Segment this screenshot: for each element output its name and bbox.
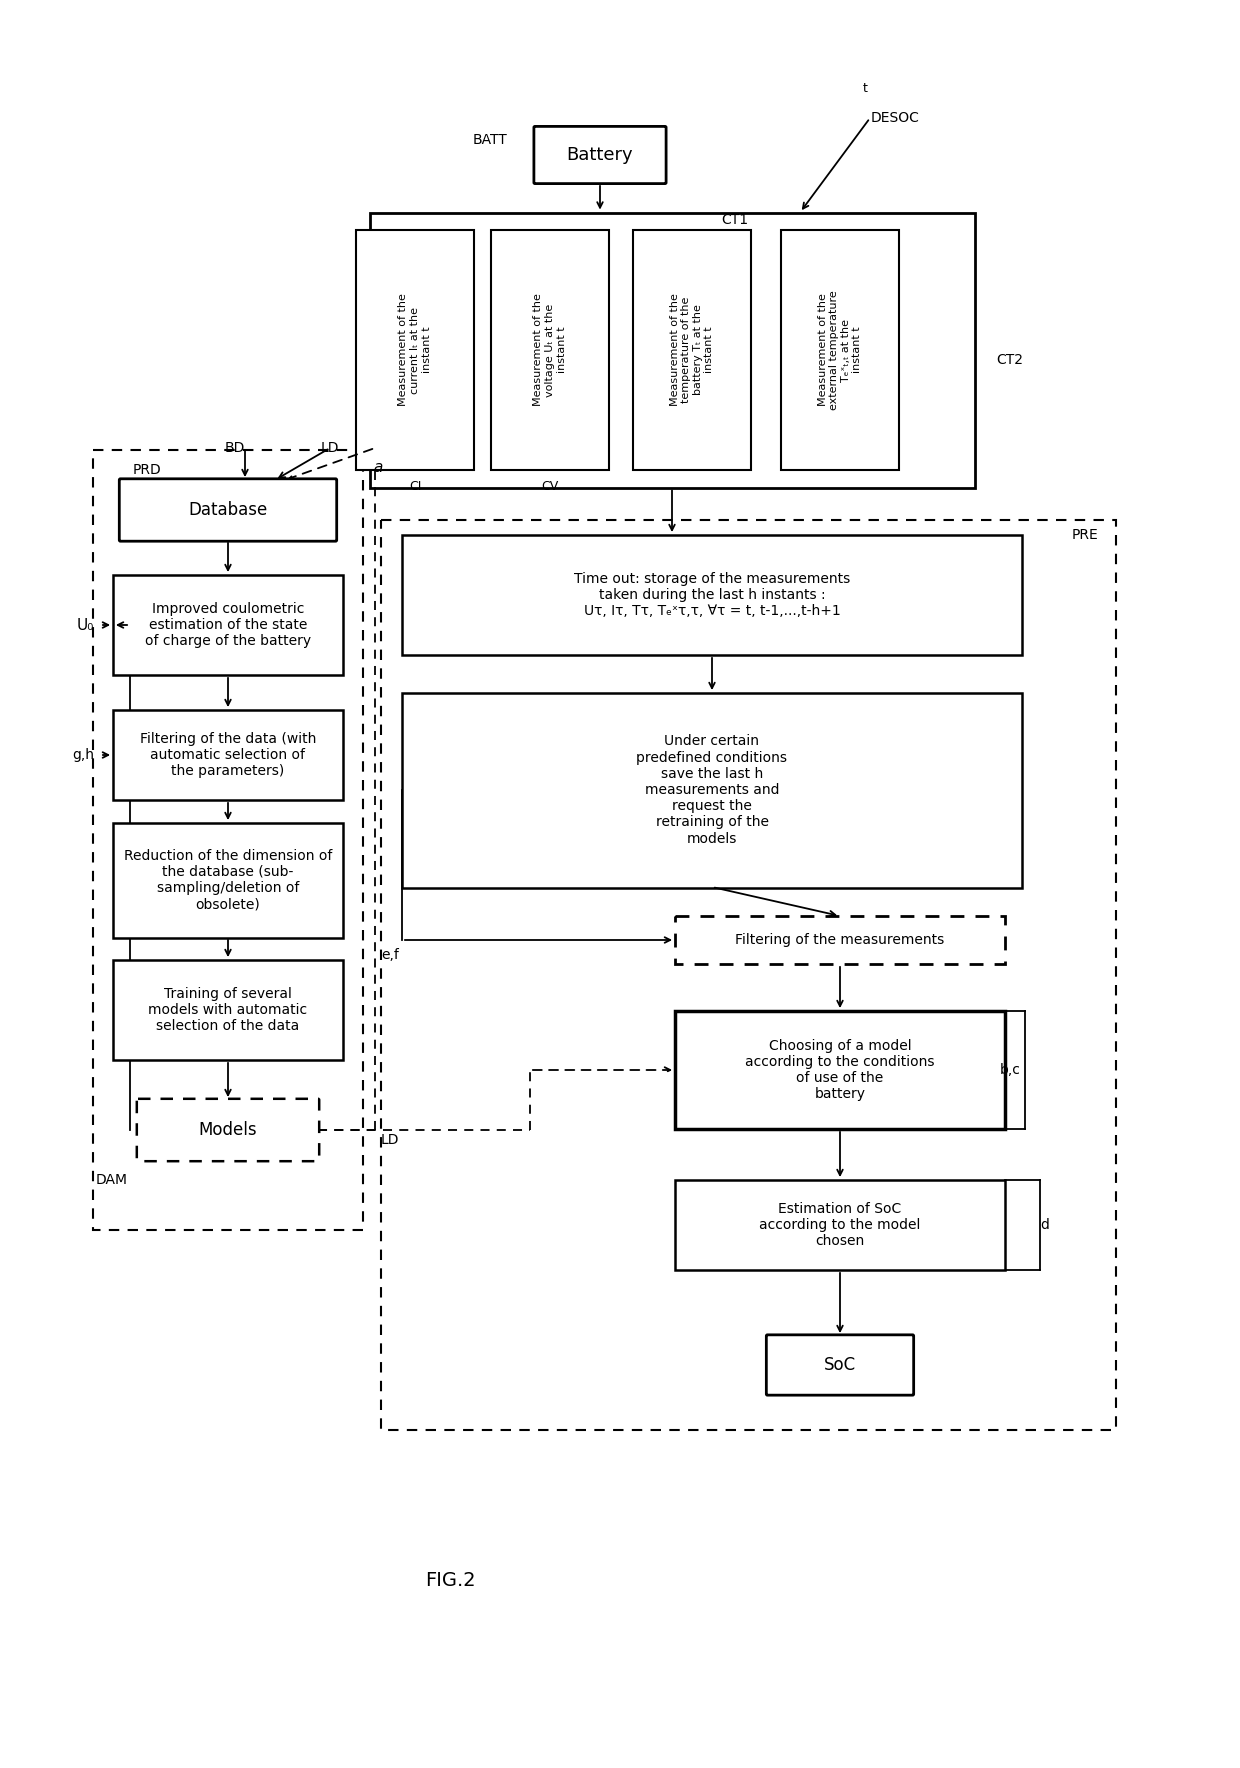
Text: Choosing of a model
according to the conditions
of use of the
battery: Choosing of a model according to the con…	[745, 1038, 935, 1101]
Text: LD: LD	[381, 1133, 399, 1147]
Text: Estimation of SoC
according to the model
chosen: Estimation of SoC according to the model…	[759, 1202, 920, 1248]
Text: Measurement of the
current Iₜ at the
instant t: Measurement of the current Iₜ at the ins…	[398, 293, 432, 407]
Text: Filtering of the measurements: Filtering of the measurements	[735, 934, 945, 948]
Text: b,c: b,c	[999, 1063, 1021, 1077]
Bar	[113, 711, 343, 799]
Text: Database: Database	[188, 500, 268, 520]
Text: Time out: storage of the measurements
taken during the last h instants :
Uτ, Iτ,: Time out: storage of the measurements ta…	[574, 571, 851, 619]
Text: DAM: DAM	[95, 1172, 128, 1186]
FancyBboxPatch shape	[136, 1098, 319, 1162]
Text: Battery: Battery	[567, 147, 634, 164]
Text: t: t	[863, 81, 868, 94]
Bar	[491, 230, 609, 470]
Bar	[113, 822, 343, 937]
Bar	[402, 536, 1022, 654]
FancyBboxPatch shape	[534, 126, 666, 184]
Bar	[370, 212, 975, 488]
Bar	[93, 451, 363, 1231]
Text: Training of several
models with automatic
selection of the data: Training of several models with automati…	[149, 987, 308, 1033]
Text: g,h: g,h	[72, 748, 94, 762]
Bar	[113, 575, 343, 675]
Bar	[632, 230, 751, 470]
Text: CV: CV	[542, 481, 559, 493]
Bar	[675, 1179, 1004, 1269]
Text: Filtering of the data (with
automatic selection of
the parameters): Filtering of the data (with automatic se…	[140, 732, 316, 778]
Text: d: d	[1040, 1218, 1049, 1232]
FancyBboxPatch shape	[766, 1335, 914, 1395]
Text: Improved coulometric
estimation of the state
of charge of the battery: Improved coulometric estimation of the s…	[145, 601, 311, 649]
Text: Models: Models	[198, 1121, 258, 1139]
Text: e,f: e,f	[381, 948, 399, 962]
Text: FIG.2: FIG.2	[424, 1570, 475, 1589]
Bar	[675, 1011, 1004, 1130]
Text: CT2: CT2	[997, 354, 1023, 368]
Bar	[781, 230, 899, 470]
Text: BD: BD	[224, 440, 246, 454]
Text: DESOC: DESOC	[870, 111, 919, 126]
Bar	[113, 960, 343, 1061]
Text: PRE: PRE	[1071, 529, 1099, 543]
Text: Measurement of the
external temperature
Tₑˣₜ,ₜ at the
instant t: Measurement of the external temperature …	[817, 290, 862, 410]
Bar	[356, 230, 474, 470]
Text: BATT: BATT	[472, 133, 507, 147]
Text: SoC: SoC	[823, 1356, 856, 1374]
Bar	[381, 520, 1116, 1430]
Bar	[675, 916, 1004, 964]
Text: CI: CI	[409, 481, 422, 493]
Text: a: a	[373, 460, 383, 476]
Text: CT1: CT1	[722, 212, 749, 226]
Text: Reduction of the dimension of
the database (sub-
sampling/deletion of
obsolete): Reduction of the dimension of the databa…	[124, 849, 332, 911]
Text: Measurement of the
voltage Uₜ at the
instant t: Measurement of the voltage Uₜ at the ins…	[533, 293, 567, 407]
Text: LD: LD	[321, 440, 340, 454]
Text: PRD: PRD	[133, 463, 161, 477]
FancyBboxPatch shape	[119, 479, 337, 541]
Text: Under certain
predefined conditions
save the last h
measurements and
request the: Under certain predefined conditions save…	[636, 734, 787, 845]
Bar	[402, 693, 1022, 888]
Text: U₀: U₀	[77, 617, 94, 633]
Text: Measurement of the
temperature of the
battery Tₜ at the
instant t: Measurement of the temperature of the ba…	[670, 293, 714, 407]
